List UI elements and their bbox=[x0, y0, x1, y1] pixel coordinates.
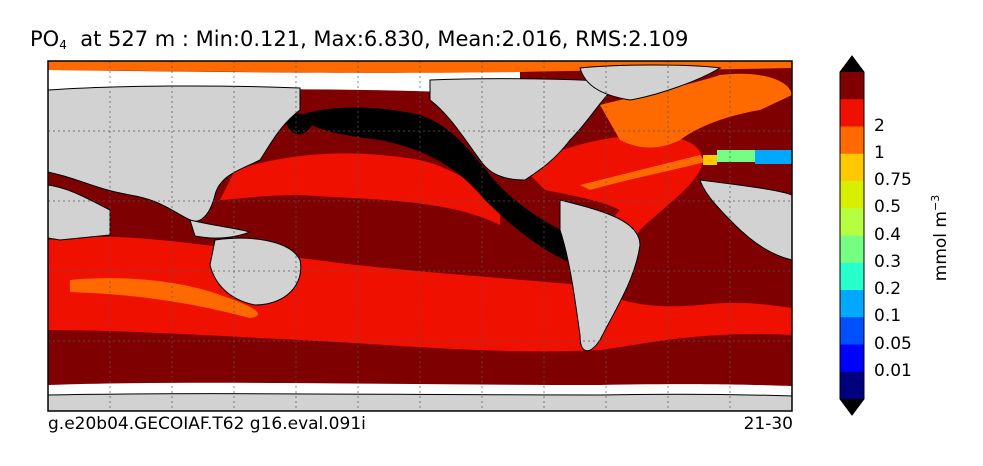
land-southeast-asia bbox=[189, 219, 252, 239]
ocean-orange-stripe bbox=[70, 278, 259, 318]
map-canvas bbox=[48, 61, 792, 411]
plot-title: PO4 at 527 m : Min:0.121, Max:6.830, Mea… bbox=[30, 27, 689, 52]
colorbar-segment bbox=[840, 208, 864, 236]
ocean-black-okhotsk bbox=[285, 113, 312, 135]
colorbar-segment bbox=[840, 290, 864, 318]
land-north-america bbox=[429, 78, 622, 181]
map-grid bbox=[48, 61, 792, 411]
colorbar-segment bbox=[840, 371, 864, 400]
colorbar-segment bbox=[840, 235, 864, 264]
colorbar-tick-label: 2 bbox=[874, 115, 885, 136]
ocean-yellow-med bbox=[703, 155, 717, 165]
land-africa bbox=[48, 184, 111, 241]
colorbar-tick-label: 0.05 bbox=[874, 333, 912, 354]
ocean-black-north-pacific bbox=[300, 107, 575, 265]
colorbar-under-arrow bbox=[840, 399, 864, 415]
colorbar-segment bbox=[840, 317, 864, 345]
ocean-red-atlantic bbox=[520, 135, 703, 290]
colorbar-tick-label: 0.75 bbox=[874, 170, 912, 190]
colorbar-segment bbox=[840, 99, 864, 127]
year-range: 21-30 bbox=[743, 414, 793, 434]
map-frame bbox=[47, 60, 793, 412]
colorbar-tick-label: 1 bbox=[874, 142, 885, 163]
colorbar-over-arrow bbox=[840, 56, 864, 72]
colorbar-tick-label: 0.3 bbox=[874, 251, 902, 272]
land-greenland bbox=[579, 64, 722, 101]
colorbar-unit-label: mmol m−3 bbox=[929, 194, 951, 282]
colorbar-tick-label: 0.2 bbox=[874, 279, 902, 299]
land-australia bbox=[209, 237, 302, 306]
colorbar bbox=[839, 55, 865, 416]
land-south-america bbox=[559, 199, 641, 352]
ocean-orange-med-edge bbox=[580, 155, 705, 190]
colorbar-segment bbox=[840, 153, 864, 182]
colorbar-tick-label: 0.5 bbox=[874, 197, 902, 218]
ocean-cyan-med bbox=[755, 150, 792, 164]
ocean-green-med bbox=[717, 150, 755, 162]
colorbar-segment bbox=[840, 126, 864, 155]
land-asia-europe bbox=[48, 85, 301, 222]
colorbar-tick-label: 0.4 bbox=[874, 224, 902, 245]
land-africa-east bbox=[699, 179, 792, 261]
case-name: g.e20b04.GECOIAF.T62 g16.eval.091i bbox=[48, 414, 366, 434]
ocean-red-north-pacific bbox=[220, 153, 500, 225]
ocean-orange-north-atlantic bbox=[600, 73, 792, 148]
colorbar-segment bbox=[840, 262, 864, 291]
colorbar-tick-label: 0.1 bbox=[874, 306, 902, 327]
colorbar-segment bbox=[840, 72, 864, 100]
colorbar-tick-label: 0.01 bbox=[874, 360, 912, 381]
colorbar-segment bbox=[840, 344, 864, 373]
colorbar-frame bbox=[839, 55, 865, 416]
colorbar-segment bbox=[840, 181, 864, 209]
